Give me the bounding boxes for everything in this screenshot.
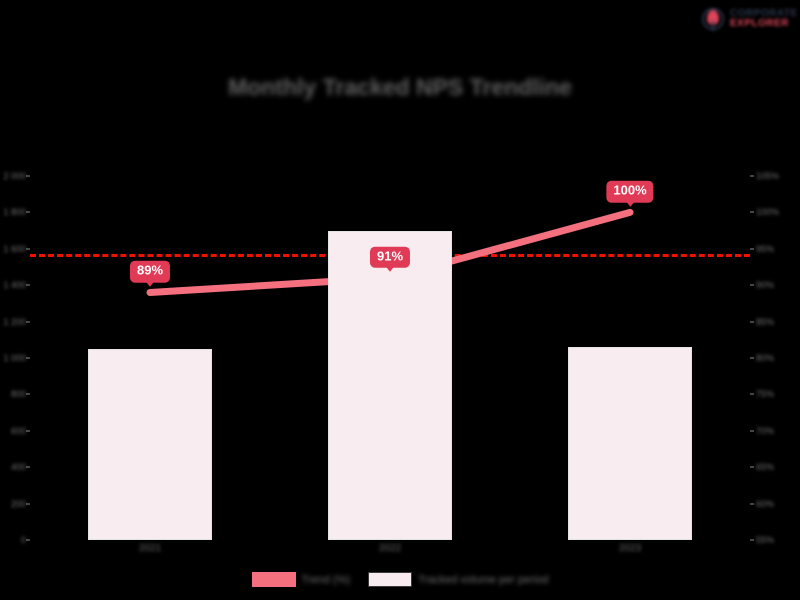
left-axis-tick-label: 1 000 bbox=[3, 353, 26, 363]
right-axis-tick-mark bbox=[750, 248, 754, 250]
left-axis-tick-mark bbox=[26, 321, 30, 323]
category-axis: 2021 2022 2023 bbox=[30, 540, 750, 564]
right-axis-tick-label: 70% bbox=[756, 425, 775, 436]
chart-title: Monthly Tracked NPS Trendline bbox=[228, 74, 572, 100]
logo-line-2: EXPLORER bbox=[730, 18, 790, 29]
left-axis-tick-mark bbox=[26, 393, 30, 395]
right-axis-tick-mark bbox=[750, 430, 754, 432]
left-axis-tick-label: 600 bbox=[10, 425, 26, 436]
x-axis-tick-label: 2021 bbox=[138, 543, 162, 554]
right-percent-axis: 105% 100% 95% 90% 85% 80% 75% 70% 65% 60% 55% bbox=[750, 0, 800, 600]
legend-item[interactable]: Tracked volume per period bbox=[368, 572, 548, 587]
legend-label: Trend (%) bbox=[301, 573, 351, 586]
bar-column[interactable] bbox=[327, 230, 453, 540]
chart-legend: Trend (%) Tracked volume per period bbox=[0, 572, 800, 587]
data-label: 91% bbox=[369, 246, 411, 273]
bar-column[interactable] bbox=[87, 348, 213, 540]
logo-wordmark: CORPORATE EXPLORER bbox=[730, 7, 798, 29]
right-axis-tick-mark bbox=[750, 466, 754, 468]
left-axis-tick-label: 1 800 bbox=[3, 207, 26, 218]
right-axis-tick-mark bbox=[750, 284, 754, 286]
right-axis-tick-label: 55% bbox=[756, 535, 775, 545]
right-axis-tick-mark bbox=[750, 357, 754, 359]
data-label: 100% bbox=[606, 181, 654, 207]
x-axis-tick-label: 2022 bbox=[378, 543, 402, 554]
brand-logo: CORPORATE EXPLORER bbox=[700, 4, 797, 34]
left-axis-tick-label: 400 bbox=[10, 462, 26, 473]
left-axis-tick-mark bbox=[26, 211, 30, 213]
left-axis-tick-mark bbox=[26, 284, 30, 286]
left-axis-tick-label: 800 bbox=[10, 389, 26, 400]
right-axis-tick-mark bbox=[750, 503, 754, 505]
right-axis-tick-label: 105% bbox=[756, 171, 780, 181]
left-axis-tick-label: 0 bbox=[20, 535, 26, 545]
right-axis-tick-mark bbox=[750, 211, 754, 213]
left-axis-tick-mark bbox=[26, 357, 30, 359]
logo-droplet-shape bbox=[707, 10, 719, 25]
right-axis-tick-label: 90% bbox=[756, 280, 775, 291]
data-label: 89% bbox=[129, 261, 171, 287]
bar-column[interactable] bbox=[567, 347, 693, 540]
legend-label: Tracked volume per period bbox=[418, 573, 549, 586]
right-axis-tick-label: 100% bbox=[756, 207, 780, 218]
right-axis-tick-mark bbox=[750, 175, 754, 177]
left-axis-tick-label: 200 bbox=[10, 498, 26, 509]
right-axis-tick-mark bbox=[750, 321, 754, 323]
left-axis-tick-mark bbox=[26, 175, 30, 177]
legend-swatch bbox=[368, 572, 413, 587]
left-axis-tick-mark bbox=[26, 248, 30, 250]
legend-item[interactable]: Trend (%) bbox=[251, 572, 351, 587]
left-axis-tick-label: 2 000 bbox=[3, 171, 26, 181]
left-value-axis: 2 000 1 800 1 600 1 400 1 200 1 000 800 600 400 2… bbox=[0, 0, 30, 600]
logo-line-1: CORPORATE bbox=[730, 7, 798, 19]
x-axis-tick-label: 2023 bbox=[618, 543, 642, 554]
right-axis-tick-label: 75% bbox=[756, 389, 775, 400]
right-axis-tick-mark bbox=[750, 539, 754, 541]
right-axis-tick-label: 85% bbox=[756, 316, 775, 327]
left-axis-tick-mark bbox=[26, 539, 30, 541]
left-axis-tick-mark bbox=[26, 466, 30, 468]
right-axis-tick-mark bbox=[750, 393, 754, 395]
right-axis-tick-label: 80% bbox=[756, 353, 775, 363]
left-axis-tick-label: 1 400 bbox=[3, 280, 26, 291]
left-axis-tick-label: 1 600 bbox=[3, 243, 26, 254]
left-axis-tick-mark bbox=[26, 503, 30, 505]
right-axis-tick-label: 65% bbox=[756, 462, 775, 473]
logo-stem-shape bbox=[712, 21, 714, 31]
right-axis-tick-label: 60% bbox=[756, 498, 775, 509]
left-axis-tick-label: 1 200 bbox=[3, 316, 26, 327]
right-axis-tick-label: 95% bbox=[756, 243, 775, 254]
legend-swatch bbox=[251, 572, 296, 587]
left-axis-tick-mark bbox=[26, 430, 30, 432]
plot-area: 89% 91% 100% bbox=[30, 176, 750, 540]
droplet-logo-icon bbox=[700, 6, 726, 32]
